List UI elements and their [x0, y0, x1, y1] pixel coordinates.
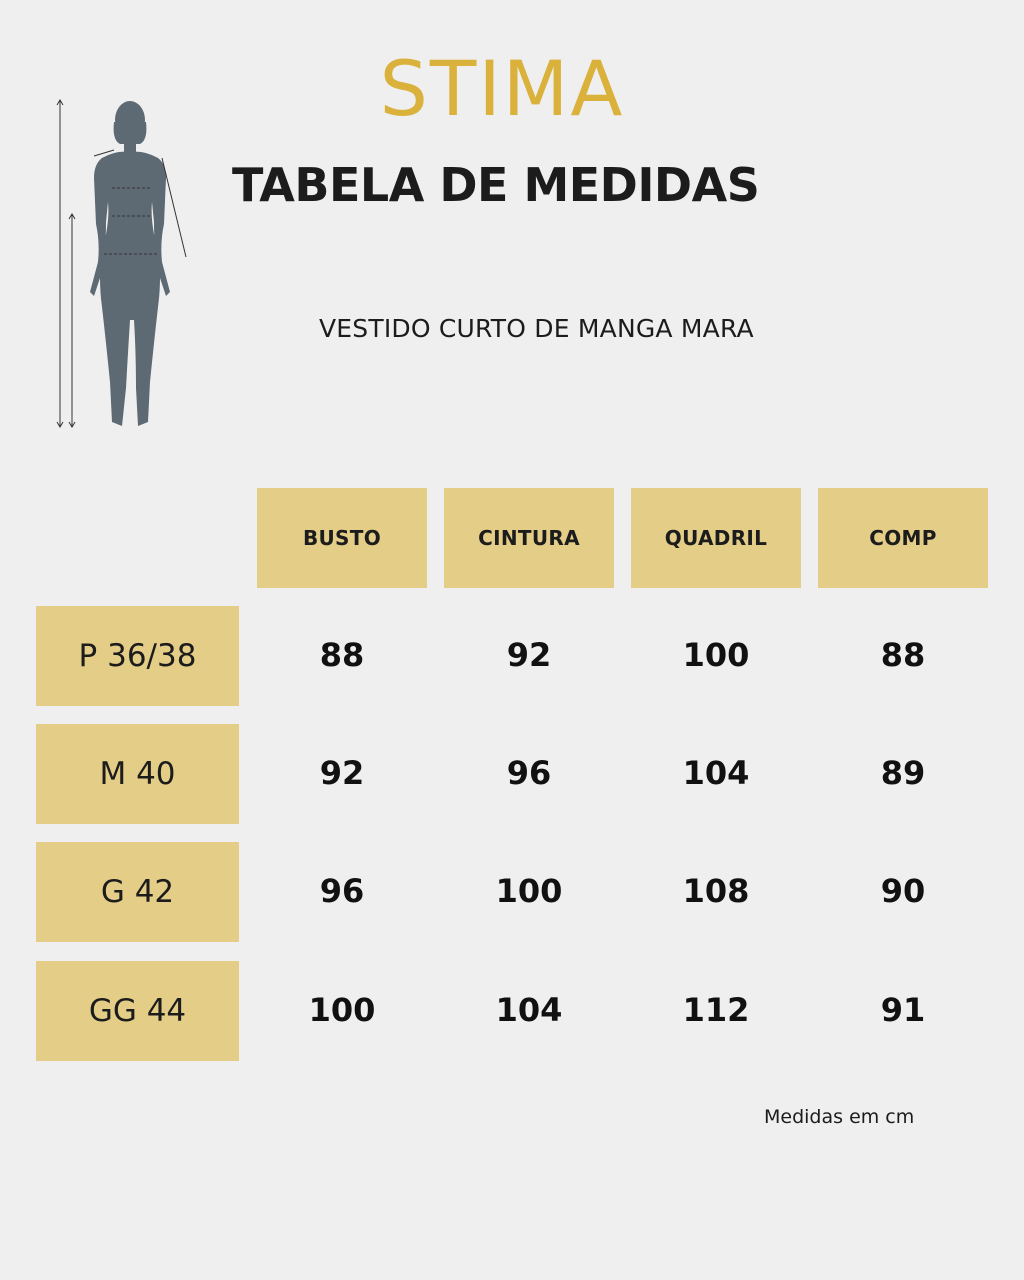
cell-g-quadril: 108 — [682, 872, 750, 910]
cell-m-busto: 92 — [319, 754, 365, 792]
cell-g-cintura: 100 — [495, 872, 563, 910]
size-label-m: M 40 — [36, 724, 239, 824]
brand-logo: STIMA — [379, 44, 625, 133]
cell-g-comp: 90 — [880, 872, 926, 910]
cell-p-quadril: 100 — [682, 636, 750, 674]
header-cintura: CINTURA — [444, 488, 614, 588]
cell-m-cintura: 96 — [506, 754, 552, 792]
size-label-gg: GG 44 — [36, 961, 239, 1061]
units-note: Medidas em cm — [764, 1106, 915, 1128]
cell-p-cintura: 92 — [506, 636, 552, 674]
cell-gg-busto: 100 — [308, 991, 376, 1029]
header-quadril: QUADRIL — [631, 488, 801, 588]
body-measurement-icon — [56, 99, 187, 428]
cell-g-busto: 96 — [319, 872, 365, 910]
cell-m-quadril: 104 — [682, 754, 750, 792]
cell-gg-cintura: 104 — [495, 991, 563, 1029]
size-label-p: P 36/38 — [36, 606, 239, 706]
page-title: TABELA DE MEDIDAS — [232, 158, 760, 212]
size-label-g: G 42 — [36, 842, 239, 942]
header-comp: COMP — [818, 488, 988, 588]
cell-m-comp: 89 — [880, 754, 926, 792]
cell-p-busto: 88 — [319, 636, 365, 674]
product-name: VESTIDO CURTO DE MANGA MARA — [319, 314, 754, 343]
cell-p-comp: 88 — [880, 636, 926, 674]
cell-gg-comp: 91 — [880, 991, 926, 1029]
header-busto: BUSTO — [257, 488, 427, 588]
cell-gg-quadril: 112 — [682, 991, 750, 1029]
